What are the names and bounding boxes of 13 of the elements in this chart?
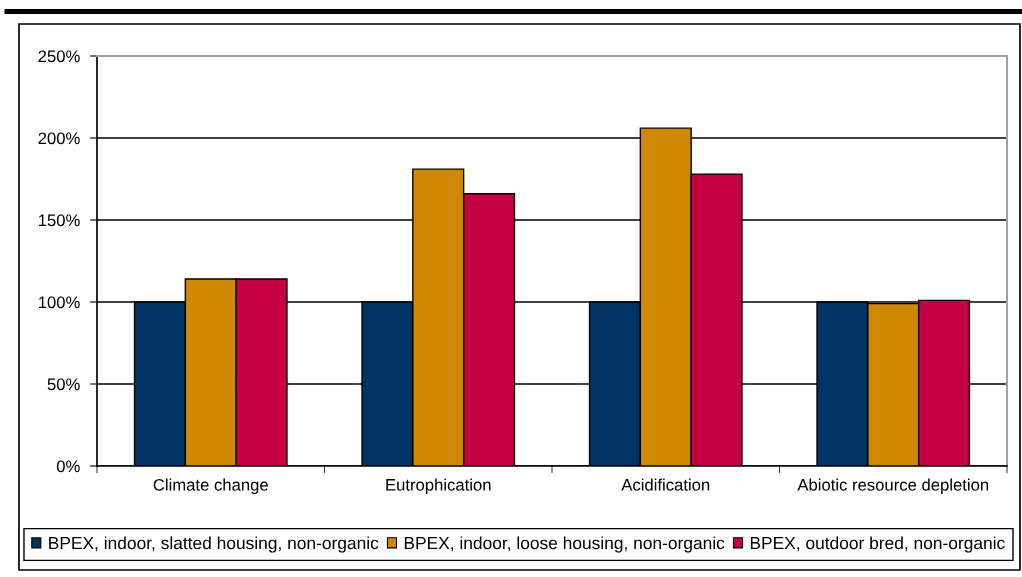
y-tick-label: 100% [38,296,80,309]
legend-label: BPEX, indoor, loose housing, non-organic [404,536,725,553]
legend-label: BPEX, outdoor bred, non-organic [750,536,1005,553]
legend-label: BPEX, indoor, slatted housing, non-organic [49,536,379,553]
y-tick-label: 200% [38,132,80,145]
x-tick-label: Abiotic resource depletion [797,478,989,495]
x-tick-label: Acidification [621,478,710,491]
y-tick-label: 0% [56,460,80,473]
y-tick-label: 50% [47,378,80,391]
y-tick-label: 250% [38,50,80,63]
x-tick-label: Climate change [153,478,268,495]
y-tick-label: 150% [38,214,80,227]
x-tick-label: Eutrophication [386,478,491,495]
